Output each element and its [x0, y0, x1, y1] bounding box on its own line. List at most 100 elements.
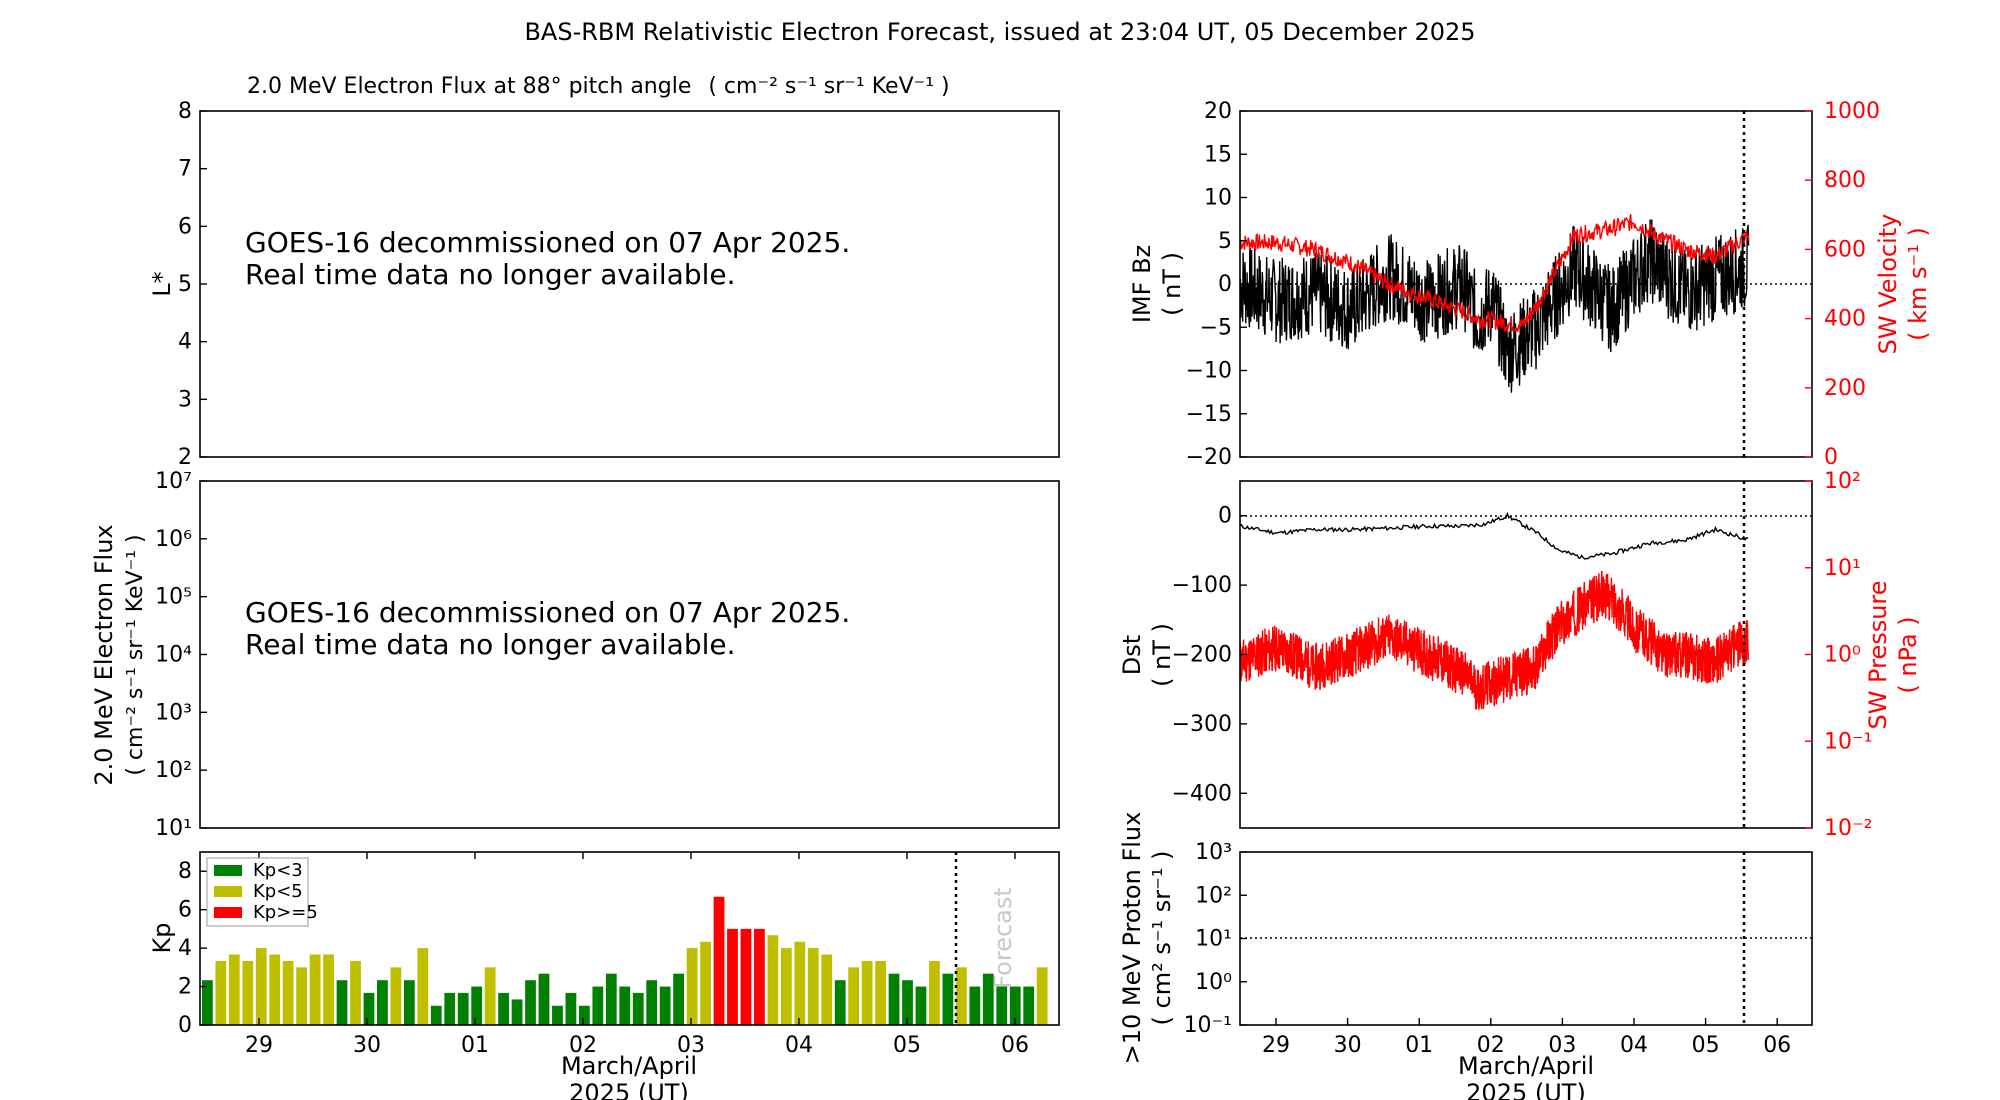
dst-line: [1239, 511, 1749, 560]
imf-y-tick-label: 5: [1218, 229, 1232, 254]
proton-x-axis-label-year: 2025 (UT): [1466, 1079, 1586, 1100]
kp-bar: [632, 992, 644, 1025]
proton-panel: 10³ 10² 10¹ 10⁰ 10⁻¹ 29 30 01 02 03 04 05 06 >10 Me…: [1118, 812, 1813, 1100]
lstar-y-tick-label: 8: [178, 99, 192, 124]
dst-y-tick-label: −100: [1172, 573, 1232, 598]
kp-bar: [538, 973, 550, 1025]
kp-bar: [269, 954, 281, 1025]
kp-bar: [982, 973, 994, 1025]
dst-y-ticks: 0 −100 −200 −300 −400: [1172, 504, 1247, 806]
kp-bar: [390, 967, 402, 1025]
proton-x-ticks: 29 30 01 02 03 04 05 06: [1262, 1018, 1791, 1058]
kp-legend-label-low: Kp<3: [253, 860, 303, 881]
figure-title: BAS-RBM Relativistic Electron Forecast, …: [524, 18, 1475, 46]
proton-x-tick-label: 01: [1405, 1033, 1433, 1058]
kp-bar: [242, 960, 254, 1025]
imf-panel: 20 15 10 5 0 −5 −10 −15 −20 1000 800 600 400 200 0 IM…: [1128, 99, 1932, 470]
sw-velocity-axis-label: SW Velocity: [1874, 214, 1902, 355]
kp-forecast-label: Forecast: [989, 887, 1017, 989]
kp-x-ticks: 29 30 01 02 03 04 05 06: [245, 852, 1029, 1058]
sw-velocity-y2-tick-label: 200: [1824, 376, 1866, 401]
kp-bar: [700, 941, 711, 1025]
electron-flux-message-line2: Real time data no longer available.: [245, 628, 736, 661]
kp-bar: [363, 992, 375, 1025]
lstar-y-tick-label: 3: [178, 387, 192, 412]
sw-velocity-y2-tick-label: 1000: [1824, 99, 1880, 124]
kp-bar: [255, 948, 267, 1025]
lstar-y-tick-label: 4: [178, 330, 192, 355]
proton-y-axis-units: ( cm² s⁻¹ sr⁻¹ ): [1148, 851, 1176, 1026]
dst-y2-ticks: 10² 10¹ 10⁰ 10⁻¹ 10⁻²: [1805, 469, 1872, 841]
sw-pressure-line: [1239, 570, 1750, 711]
kp-y-tick-label: 0: [178, 1013, 192, 1038]
kp-bar: [592, 986, 604, 1025]
kp-bar: [848, 967, 860, 1025]
electron-flux-y-tick-label: 10⁷: [155, 469, 192, 494]
kp-bar: [888, 973, 900, 1025]
proton-y-axis-label: >10 MeV Proton Flux: [1118, 812, 1146, 1065]
kp-bar: [484, 967, 496, 1025]
kp-x-tick-label: 29: [245, 1033, 273, 1058]
lstar-panel: 2.0 MeV Electron Flux at 88° pitch angle…: [148, 74, 1060, 470]
proton-x-tick-label: 06: [1763, 1033, 1791, 1058]
kp-bar: [377, 980, 388, 1025]
sw-pressure-y2-tick-label: 10⁰: [1824, 643, 1861, 668]
dst-y-tick-label: 0: [1218, 504, 1232, 529]
dst-y-axis-units: ( nT ): [1148, 623, 1176, 687]
electron-flux-panel: 10¹ 10² 10³ 10⁴ 10⁵ 10⁶ 10⁷ 2.0 MeV Electron F…: [90, 469, 1060, 841]
sw-velocity-y2-tick-label: 400: [1824, 307, 1866, 332]
kp-bar: [942, 973, 954, 1025]
imf-plot-area: [1239, 213, 1750, 393]
lstar-y-tick-label: 7: [178, 157, 192, 182]
kp-bar: [996, 986, 1008, 1025]
sw-velocity-y2-tick-label: 600: [1824, 237, 1866, 262]
kp-bar: [605, 973, 617, 1025]
imf-y2-ticks: 1000 800 600 400 200 0: [1805, 99, 1880, 470]
kp-bar: [807, 948, 819, 1025]
imf-y-ticks: 20 15 10 5 0 −5 −10 −15 −20: [1186, 99, 1247, 470]
proton-x-tick-label: 29: [1262, 1033, 1290, 1058]
kp-axes-frame: [199, 851, 1060, 1026]
dst-y-axis-label: Dst: [1118, 635, 1146, 675]
kp-y-tick-label: 2: [178, 975, 192, 1000]
kp-bar: [646, 980, 658, 1025]
kp-legend-label-mid: Kp<5: [253, 881, 303, 902]
lstar-y-ticks: 2 3 4 5 6 7 8: [178, 99, 207, 470]
kp-legend-label-high: Kp>=5: [253, 902, 318, 923]
kp-bar: [215, 960, 227, 1025]
kp-bar: [754, 928, 765, 1025]
sw-pressure-y2-tick-label: 10⁻¹: [1824, 729, 1872, 754]
kp-bar: [659, 986, 671, 1025]
kp-x-tick-label: 06: [1001, 1033, 1029, 1058]
kp-bar: [565, 992, 577, 1025]
imf-y-tick-label: −10: [1186, 359, 1232, 384]
kp-bar: [834, 980, 846, 1025]
imf-y-axis-label: IMF Bz: [1128, 245, 1156, 323]
kp-bar: [444, 992, 456, 1025]
kp-bar: [471, 986, 483, 1025]
electron-flux-y-axis-label: 2.0 MeV Electron Flux: [90, 524, 118, 785]
kp-x-axis-label-year: 2025 (UT): [569, 1079, 689, 1100]
electron-flux-y-tick-label: 10⁵: [155, 585, 192, 610]
kp-bar: [296, 967, 308, 1025]
kp-bar: [955, 967, 967, 1025]
imf-y-tick-label: 0: [1218, 272, 1232, 297]
kp-bar: [323, 954, 334, 1025]
imf-y-tick-label: −5: [1200, 315, 1232, 340]
kp-bar: [552, 1005, 563, 1025]
kp-bar: [875, 960, 886, 1025]
kp-x-tick-label: 02: [569, 1033, 597, 1058]
kp-bar: [821, 954, 833, 1025]
electron-flux-y-tick-label: 10³: [155, 700, 192, 725]
kp-bars: [202, 896, 1048, 1025]
dst-y-tick-label: −400: [1172, 781, 1232, 806]
lstar-message-line1: GOES-16 decommissioned on 07 Apr 2025.: [245, 226, 850, 259]
proton-y-ticks: 10³ 10² 10¹ 10⁰ 10⁻¹: [1184, 840, 1247, 1038]
sw-velocity-axis-units: ( km s⁻¹ ): [1904, 227, 1932, 341]
kp-legend-swatch-high: [214, 907, 242, 918]
kp-bar: [686, 948, 698, 1025]
imf-y-axis-units: ( nT ): [1158, 252, 1186, 316]
kp-bar: [1009, 986, 1021, 1025]
